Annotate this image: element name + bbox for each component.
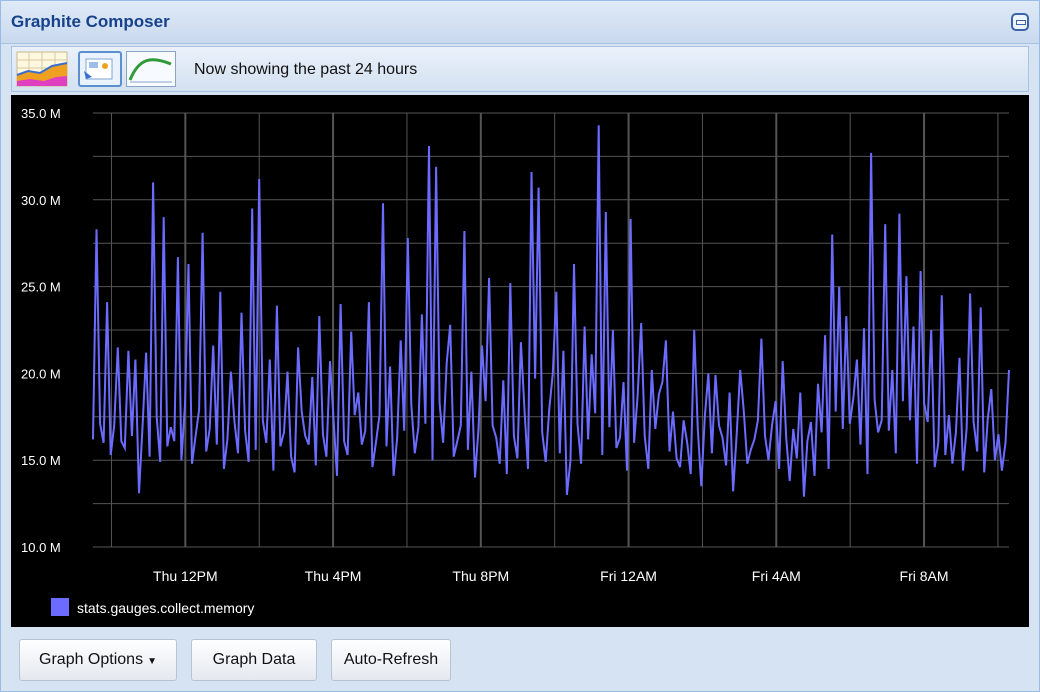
window-titlebar: Graphite Composer — [1, 1, 1039, 44]
legend-label: stats.gauges.collect.memory — [77, 600, 254, 616]
collapse-icon[interactable] — [1011, 13, 1029, 31]
x-tick-label: Thu 8PM — [452, 568, 509, 584]
window-title: Graphite Composer — [11, 12, 170, 31]
y-tick-label: 25.0 M — [21, 280, 61, 295]
x-tick-label: Thu 12PM — [153, 568, 218, 584]
x-tick-label: Fri 4AM — [752, 568, 801, 584]
function-curve-icon[interactable] — [126, 51, 176, 87]
graph-options-label: Graph Options — [39, 651, 144, 668]
graph-data-button[interactable]: Graph Data — [191, 639, 317, 681]
auto-refresh-button[interactable]: Auto-Refresh — [331, 639, 451, 681]
time-range-status: Now showing the past 24 hours — [194, 61, 418, 78]
y-tick-label: 35.0 M — [21, 106, 61, 121]
x-tick-label: Thu 4PM — [305, 568, 362, 584]
y-axis-ticks: 10.0 M 15.0 M 20.0 M 25.0 M 30.0 M 35.0 M — [21, 106, 61, 555]
chart-grid — [93, 112, 1009, 548]
dashboard-icon[interactable] — [78, 51, 122, 87]
composer-toolbar: Now showing the past 24 hours — [11, 46, 1029, 92]
x-tick-label: Fri 12AM — [600, 568, 657, 584]
x-tick-label: Fri 8AM — [900, 568, 949, 584]
y-tick-label: 20.0 M — [21, 366, 61, 381]
y-tick-label: 10.0 M — [21, 540, 61, 555]
series-line-memory — [92, 125, 1010, 497]
graph-area: 10.0 M 15.0 M 20.0 M 25.0 M 30.0 M 35.0 M Thu… — [11, 95, 1029, 627]
y-tick-label: 30.0 M — [21, 193, 61, 208]
memory-line-chart: 10.0 M 15.0 M 20.0 M 25.0 M 30.0 M 35.0 M Thu… — [21, 106, 1010, 616]
y-tick-label: 15.0 M — [21, 453, 61, 468]
graph-chart-icon[interactable] — [16, 51, 68, 87]
legend-swatch — [51, 598, 69, 616]
x-axis-ticks: Thu 12PM Thu 4PM Thu 8PM Fri 12AM Fri 4AM Fri… — [153, 568, 949, 584]
graph-options-button[interactable]: Graph Options ▼ — [19, 639, 177, 681]
chevron-down-icon: ▼ — [147, 656, 157, 667]
